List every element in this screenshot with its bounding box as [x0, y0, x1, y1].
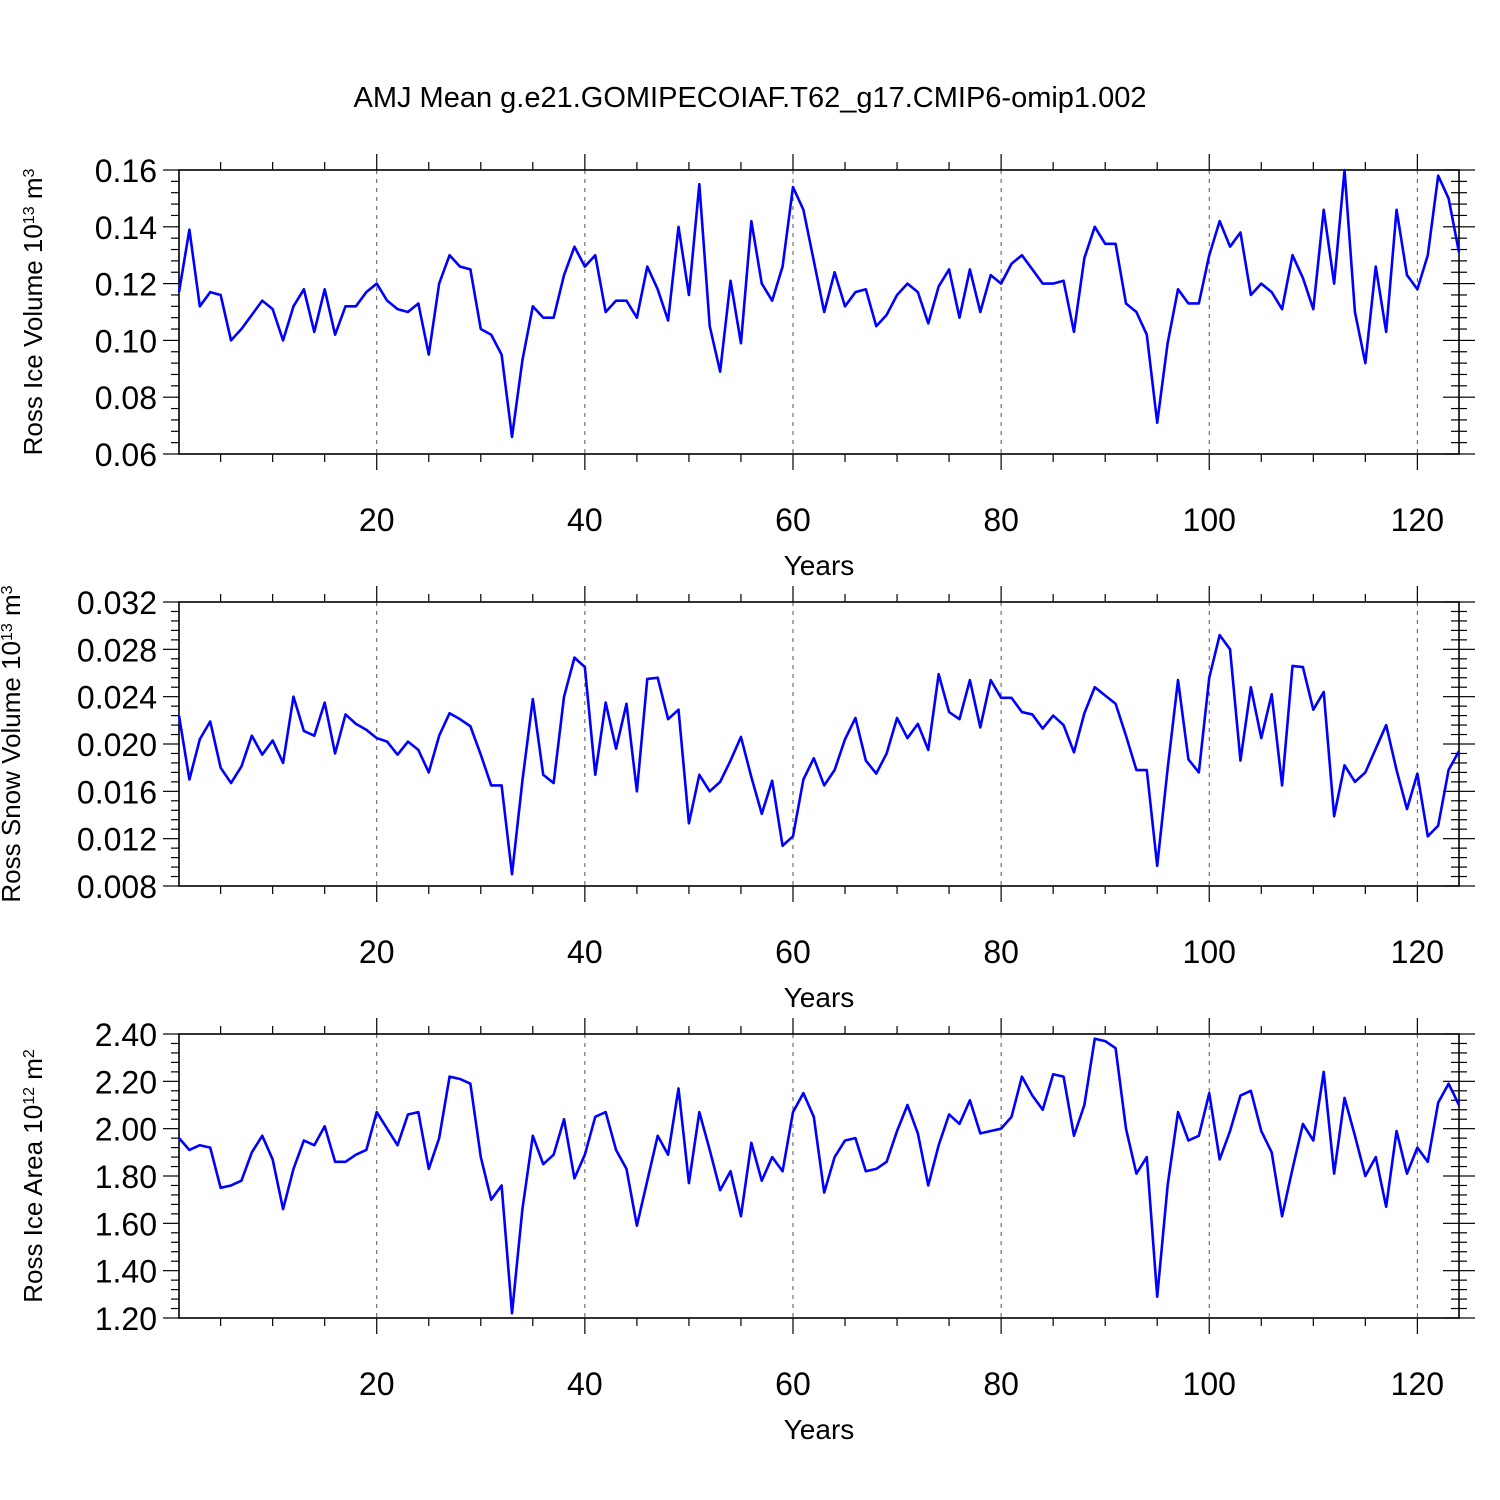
y-tick-label: 1.60	[95, 1206, 157, 1242]
y-tick-label: 2.00	[95, 1112, 157, 1148]
x-tick-label: 100	[1183, 1366, 1236, 1402]
x-tick-label: 120	[1391, 934, 1444, 970]
series-line-2-1	[177, 633, 1461, 876]
y-axis-title-superscript: 3	[0, 585, 16, 594]
y-tick-label: 1.20	[95, 1301, 157, 1337]
y-axis-title-text: m	[18, 1058, 48, 1087]
x-tick-label: 120	[1391, 1366, 1444, 1402]
y-tick-label: 0.10	[95, 323, 157, 359]
series-line-3-1	[178, 1037, 1461, 1315]
x-tick-label: 60	[775, 502, 811, 538]
y-axis-title: Ross Ice Volume 1013 m3	[18, 168, 48, 455]
y-axis-title-superscript: 13	[0, 623, 16, 641]
x-tick-label: 40	[567, 1366, 603, 1402]
panel-2: 20 40 60 80 100 120 Years 0.008 0.012 0.016 0.020 0…	[0, 585, 1475, 1013]
y-axis-title-text: Ross Ice Area 10	[18, 1105, 48, 1303]
plot-frame	[178, 169, 1460, 455]
x-axis-title: Years	[784, 982, 855, 1013]
y-tick-label: 2.20	[95, 1064, 157, 1100]
y-tick-label: 0.016	[77, 774, 157, 810]
y-axis-title: Ross Ice Area 1012 m2	[18, 1049, 48, 1303]
y-axis-title-text: m	[0, 594, 26, 623]
y-tick-label: 0.020	[77, 727, 157, 763]
x-tick-label: 40	[567, 934, 603, 970]
figure-title: AMJ Mean g.e21.GOMIPECOIAF.T62_g17.CMIP6…	[353, 82, 1146, 114]
y-tick-label: 2.40	[95, 1017, 157, 1053]
x-tick-label: 80	[983, 934, 1019, 970]
x-axis-title: Years	[784, 550, 855, 581]
y-axis-title-superscript: 13	[21, 206, 38, 224]
y-tick-label: 0.028	[77, 632, 157, 668]
x-tick-label: 20	[359, 502, 395, 538]
y-tick-label: 0.008	[77, 869, 157, 905]
x-tick-label: 100	[1183, 934, 1236, 970]
y-tick-label: 0.16	[95, 153, 157, 189]
y-axis-title-text: Ross Snow Volume 10	[0, 641, 26, 903]
y-tick-label: 1.40	[95, 1254, 157, 1290]
y-axis-title-text: m	[18, 177, 48, 206]
y-axis-title: Ross Snow Volume 1013 m3	[0, 585, 26, 902]
y-tick-label: 0.14	[95, 210, 157, 246]
y-tick-label: 0.012	[77, 822, 157, 858]
x-axis-title: Years	[784, 1414, 855, 1445]
x-tick-label: 80	[983, 502, 1019, 538]
y-axis-title-text: Ross Ice Volume 10	[18, 224, 48, 455]
y-tick-label: 0.12	[95, 267, 157, 303]
plot-frame	[178, 1033, 1460, 1319]
panel-1: 20 40 60 80 100 120 Years 0.06 0.08 0.10 0.12 0.14 0…	[18, 153, 1475, 581]
x-tick-label: 80	[983, 1366, 1019, 1402]
x-tick-label: 20	[359, 1366, 395, 1402]
x-tick-label: 60	[775, 934, 811, 970]
y-tick-label: 0.06	[95, 437, 157, 473]
series-line-1-1	[177, 168, 1461, 439]
y-tick-label: 0.08	[95, 380, 157, 416]
plot-frame	[178, 601, 1460, 887]
y-axis-title-superscript: 12	[21, 1087, 38, 1105]
x-tick-label: 120	[1391, 502, 1444, 538]
y-axis-title-superscript: 3	[21, 168, 38, 177]
panel-3: 20 40 60 80 100 120 Years 1.20 1.40 1.60 1.80 2.00 2…	[18, 1017, 1475, 1445]
x-tick-label: 60	[775, 1366, 811, 1402]
x-tick-label: 100	[1183, 502, 1236, 538]
y-tick-label: 0.032	[77, 585, 157, 621]
x-tick-label: 20	[359, 934, 395, 970]
y-tick-label: 1.80	[95, 1159, 157, 1195]
y-tick-label: 0.024	[77, 680, 157, 716]
x-tick-label: 40	[567, 502, 603, 538]
y-axis-title-superscript: 2	[21, 1049, 38, 1058]
